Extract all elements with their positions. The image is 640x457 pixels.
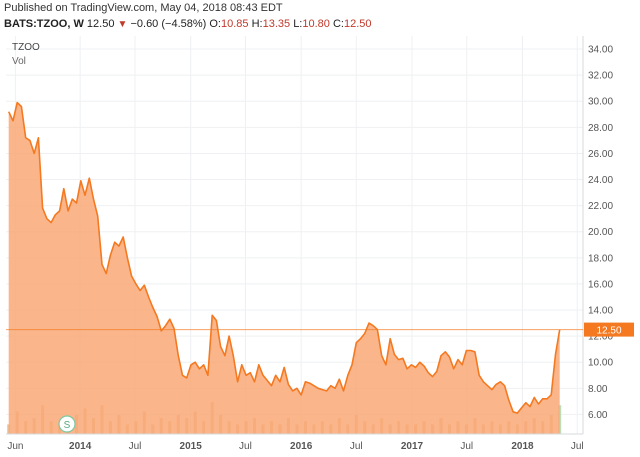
quote-line: BATS:TZOO, W 12.50 ▼ −0.60 (−4.58%) O:10… <box>4 18 372 30</box>
x-axis: Jun 2014 Jul 2015 Jul 2016 Jul 2017 Jul 2018 Jul <box>6 433 584 452</box>
close-value: 12.50 <box>343 18 372 30</box>
y-axis: 6.00 8.00 10.00 12.00 14.00 16.00 18.00 20.00 22… <box>582 36 613 434</box>
y-tick-label: 34.00 <box>588 45 613 56</box>
y-tick-label: 24.00 <box>588 175 613 186</box>
x-tick-label: Jun <box>7 441 23 452</box>
low-value: 10.80 <box>302 18 330 30</box>
y-tick-label: 8.00 <box>588 384 608 395</box>
high-label: H: <box>251 18 263 30</box>
price-area <box>7 101 561 434</box>
y-tick-label: 14.00 <box>588 306 613 317</box>
last-price-tag <box>584 322 634 337</box>
y-tick-label: 28.00 <box>588 123 613 134</box>
price-chart[interactable]: 6.00 8.00 10.00 12.00 14.00 16.00 18.00 20.00 22… <box>0 32 640 457</box>
x-tick-label: Jul <box>350 441 363 452</box>
published-note: Published on TradingView.com, May 04, 20… <box>4 2 283 14</box>
down-arrow-icon: ▼ <box>117 19 128 30</box>
low-label: L: <box>293 18 303 30</box>
volume-legend: Vol <box>12 56 26 67</box>
last-price: 12.50 <box>86 18 115 30</box>
y-tick-label: 18.00 <box>588 253 613 264</box>
x-tick-label: 2015 <box>180 441 203 452</box>
x-tick-label: Jul <box>571 441 584 452</box>
x-tick-label: 2014 <box>69 441 92 452</box>
price-change: −0.60 (−4.58%) <box>130 18 207 30</box>
x-tick-label: Jul <box>239 441 252 452</box>
high-value: 13.35 <box>262 18 291 30</box>
y-tick-label: 12.00 <box>588 332 613 343</box>
price-area-fill <box>8 102 560 434</box>
y-tick-label: 22.00 <box>588 201 613 212</box>
last-price-tag-label: 12.50 <box>596 326 621 337</box>
x-tick-label: 2016 <box>290 441 313 452</box>
y-tick-label: 6.00 <box>588 410 608 421</box>
close-label: C: <box>332 18 344 30</box>
x-tick-label: 2018 <box>511 441 534 452</box>
chart-overlay: 12.50 S <box>6 322 634 433</box>
x-tick-label: Jul <box>460 441 473 452</box>
y-tick-label: 32.00 <box>588 71 613 82</box>
y-tick-label: 20.00 <box>588 227 613 238</box>
split-event-icon <box>58 415 76 433</box>
y-tick-label: 26.00 <box>588 149 613 160</box>
open-value: 10.85 <box>221 18 249 30</box>
x-tick-label: 2017 <box>401 441 424 452</box>
price-line <box>7 101 561 414</box>
open-label: O: <box>209 18 221 30</box>
x-tick-label: Jul <box>129 441 142 452</box>
y-tick-label: 10.00 <box>588 358 613 369</box>
split-event-label: S <box>64 420 71 431</box>
chart-symbol-legend: TZOO <box>12 42 40 53</box>
symbol-label: BATS:TZOO, W <box>4 18 84 30</box>
y-tick-label: 30.00 <box>588 97 613 108</box>
y-tick-label: 16.00 <box>588 279 613 290</box>
